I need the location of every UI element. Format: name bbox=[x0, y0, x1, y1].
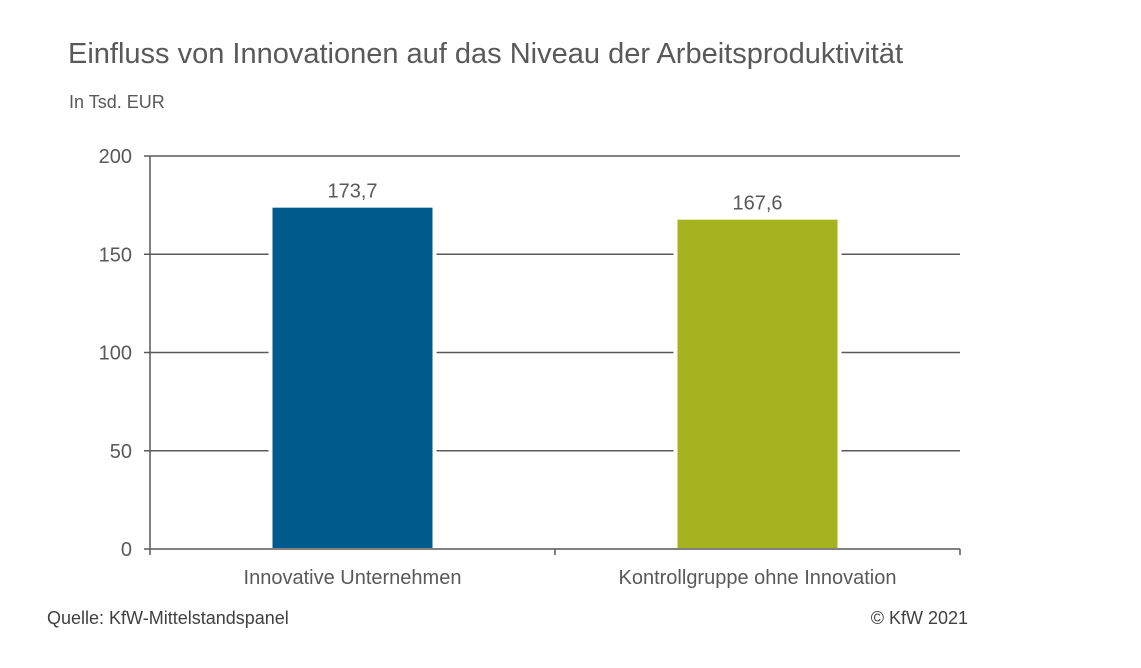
bar bbox=[272, 207, 433, 548]
y-tick-label: 0 bbox=[121, 539, 132, 561]
source-note: Quelle: KfW-Mittelstandspanel bbox=[47, 608, 289, 628]
y-tick-label: 50 bbox=[110, 441, 132, 463]
y-tick-label: 150 bbox=[99, 244, 132, 266]
data-label: 173,7 bbox=[327, 181, 377, 203]
bar bbox=[677, 219, 838, 548]
x-tick-label: Kontrollgruppe ohne Innovation bbox=[619, 567, 897, 589]
chart-title: Einfluss von Innovationen auf das Niveau… bbox=[68, 38, 904, 70]
bar-layer bbox=[268, 207, 842, 549]
y-tick-label: 200 bbox=[99, 146, 132, 168]
copyright-note: © KfW 2021 bbox=[870, 608, 968, 628]
label-layer: 0 50 100 150 200 173,7 Innovative Unternehmen 1… bbox=[99, 146, 897, 589]
data-label: 167,6 bbox=[732, 193, 782, 215]
y-tick-label: 100 bbox=[99, 343, 132, 365]
x-tick-label: Innovative Unternehmen bbox=[244, 567, 462, 589]
axis-layer bbox=[144, 155, 961, 555]
chart-subtitle: In Tsd. EUR bbox=[69, 92, 165, 112]
